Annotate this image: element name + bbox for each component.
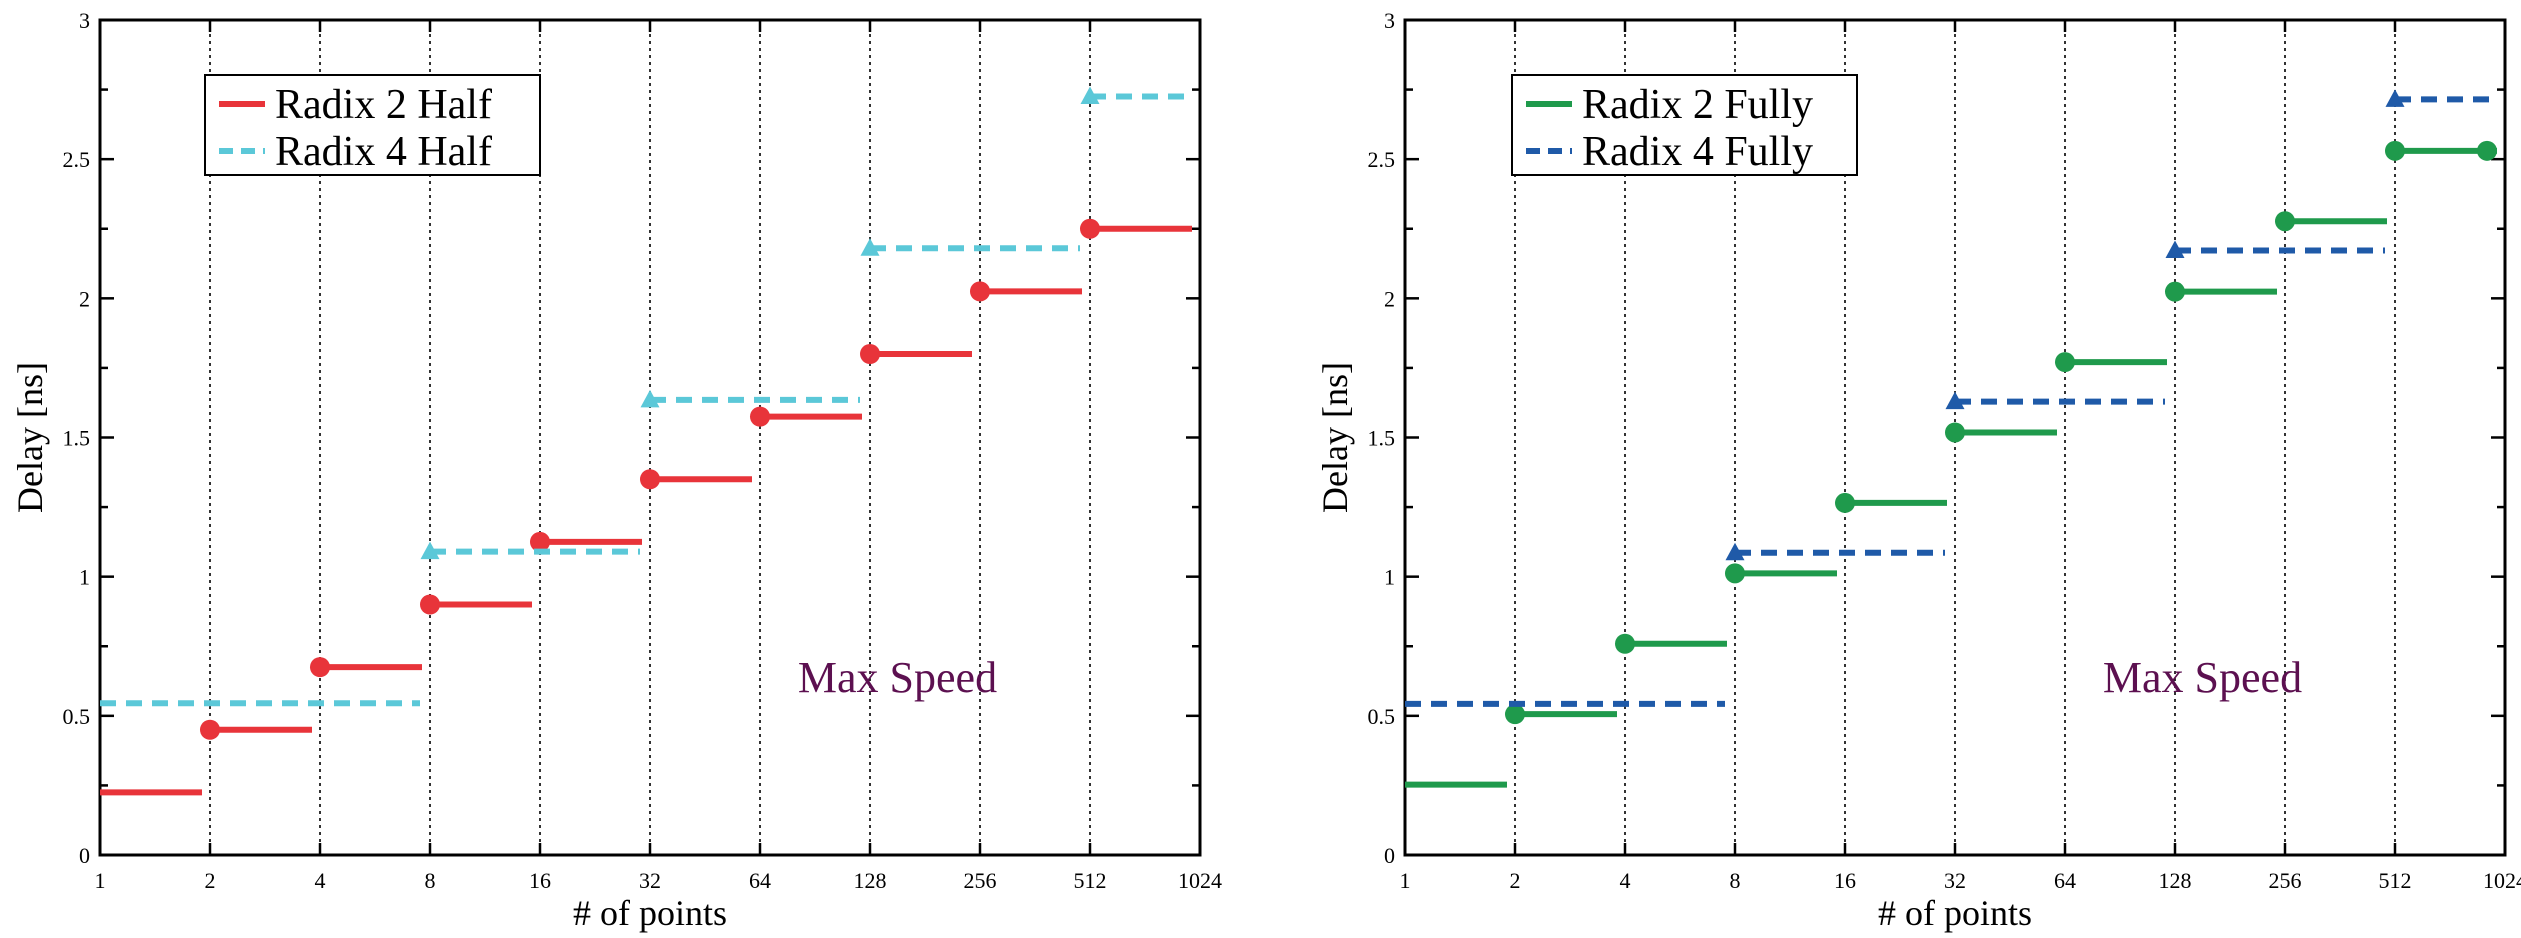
data-point (750, 406, 770, 427)
x-tick-label: 256 (2269, 868, 2302, 893)
data-point (1725, 563, 1745, 584)
x-tick-label: 1 (1400, 868, 1411, 893)
x-axis-title: # of points (573, 893, 727, 933)
y-axis-title: Delay [ns] (10, 362, 50, 513)
data-point (860, 238, 880, 256)
data-point (1080, 218, 1100, 239)
x-tick-label: 2 (205, 868, 216, 893)
x-tick-label: 512 (1074, 868, 1107, 893)
data-point (1615, 633, 1635, 654)
y-tick-label: 2.5 (1368, 147, 1396, 172)
x-tick-label: 64 (749, 868, 771, 893)
y-tick-label: 1.5 (1368, 426, 1396, 451)
legend-label: Radix 2 Fully (1582, 82, 1813, 128)
data-point (2477, 140, 2497, 161)
x-tick-label: 8 (1730, 868, 1741, 893)
y-tick-label: 0 (1384, 843, 1395, 868)
x-tick-label: 16 (529, 868, 551, 893)
data-point (640, 389, 660, 408)
data-point (200, 719, 220, 740)
x-tick-label: 256 (964, 868, 997, 893)
y-tick-label: 0 (79, 843, 90, 868)
data-point (420, 541, 440, 560)
data-point (1505, 704, 1525, 725)
x-axis-title: # of points (1878, 893, 2032, 933)
data-point (2055, 352, 2075, 373)
y-tick-label: 0.5 (1368, 704, 1396, 729)
x-tick-label: 16 (1834, 868, 1856, 893)
legend-label: Radix 4 Fully (1582, 129, 1813, 175)
legend-box (1511, 74, 1858, 176)
x-tick-label: 2 (1510, 868, 1521, 893)
x-tick-label: 8 (425, 868, 436, 893)
data-point (970, 281, 990, 302)
data-point (2165, 281, 2185, 302)
data-point (1835, 492, 1855, 513)
data-point (1725, 542, 1745, 561)
y-tick-label: 1 (79, 565, 90, 590)
chart-left: 0 0.5 1 1.5 2 2.5 3 1 2 4 8 16 32 64 128 256 512 1024 # of… (10, 8, 1222, 933)
annotation-max-speed: Max Speed (798, 653, 997, 702)
x-tick-label: 32 (1944, 868, 1966, 893)
data-point (1080, 86, 1100, 105)
x-tick-label: 64 (2054, 868, 2076, 893)
data-point (530, 531, 550, 552)
x-tick-label: 1024 (2483, 868, 2521, 893)
data-point (2385, 140, 2405, 161)
legend-label: Radix 4 Half (275, 129, 492, 175)
data-point (2385, 89, 2405, 107)
y-tick-label: 3 (79, 8, 90, 33)
y-tick-label: 1 (1384, 565, 1395, 590)
x-tick-label: 128 (2159, 868, 2192, 893)
data-point (1945, 391, 1965, 410)
data-point (1945, 422, 1965, 443)
x-tick-label: 128 (854, 868, 887, 893)
data-point (2275, 211, 2295, 232)
x-tick-label: 1024 (1178, 868, 1222, 893)
x-tick-label: 4 (315, 868, 326, 893)
y-tick-label: 3 (1384, 8, 1395, 33)
legend-box (204, 74, 541, 176)
data-point (310, 657, 330, 678)
y-tick-label: 0.5 (63, 704, 91, 729)
y-tick-label: 1.5 (63, 426, 91, 451)
y-axis-title: Delay [ns] (1315, 362, 1355, 513)
legend-label: Radix 2 Half (275, 82, 492, 128)
y-tick-label: 2 (79, 286, 90, 311)
data-point (420, 594, 440, 615)
data-point (640, 469, 660, 490)
x-tick-label: 4 (1620, 868, 1631, 893)
x-tick-label: 1 (95, 868, 106, 893)
x-tick-label: 32 (639, 868, 661, 893)
y-tick-label: 2 (1384, 286, 1395, 311)
data-point (860, 344, 880, 364)
y-tick-label: 2.5 (63, 147, 91, 172)
chart-right: 0 0.5 1 1.5 2 2.5 3 1 2 4 8 16 32 64 128 256 512 1024 # of… (1315, 8, 2521, 933)
annotation-max-speed: Max Speed (2103, 653, 2302, 702)
x-tick-label: 512 (2379, 868, 2412, 893)
data-point (2165, 240, 2185, 258)
